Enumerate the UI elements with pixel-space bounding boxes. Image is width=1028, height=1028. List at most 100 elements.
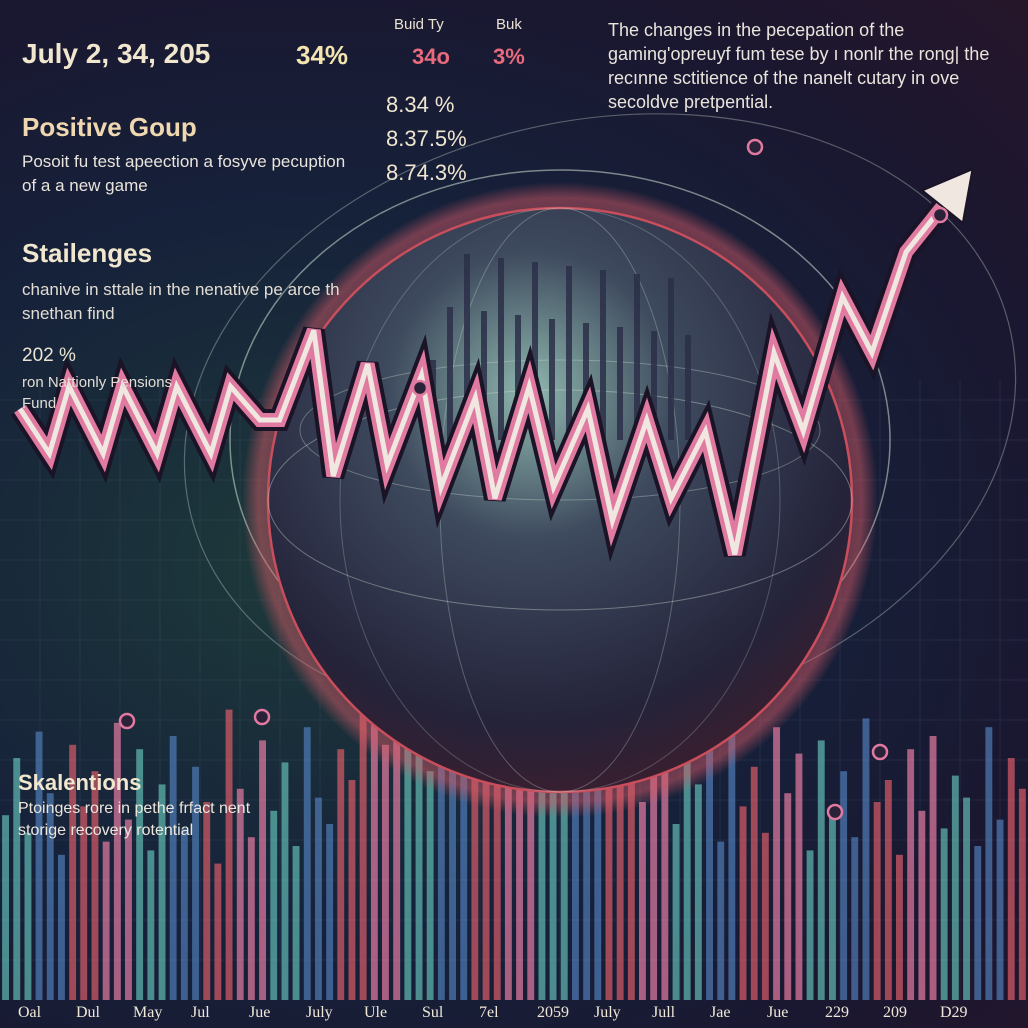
city-spire xyxy=(685,335,691,440)
bar xyxy=(627,722,635,1000)
bar xyxy=(951,775,959,1000)
x-tick-label: Ule xyxy=(364,1004,388,1021)
bar xyxy=(214,863,222,1000)
bar xyxy=(147,850,155,1000)
bar xyxy=(359,683,367,1000)
bar xyxy=(650,687,658,1000)
node-dot xyxy=(118,712,136,730)
bar xyxy=(35,731,43,1000)
bar xyxy=(2,815,9,1000)
positive-stat: 8.34 % xyxy=(386,92,455,117)
x-tick-label: 2059 xyxy=(537,1004,569,1021)
bar xyxy=(963,797,970,1000)
bar xyxy=(259,740,266,1000)
bar xyxy=(817,740,825,1000)
city-spire xyxy=(634,274,640,440)
bar xyxy=(370,626,378,1000)
bar xyxy=(102,841,110,1000)
bar xyxy=(795,753,803,1000)
bar xyxy=(538,652,546,1000)
bar xyxy=(236,788,244,1000)
bar xyxy=(404,718,412,1000)
bar xyxy=(985,727,993,1000)
x-tick-label: D29 xyxy=(940,1004,968,1021)
x-tick-label: July xyxy=(594,1004,621,1021)
bar xyxy=(504,758,512,1000)
bar xyxy=(661,762,669,1000)
bar xyxy=(583,674,591,1000)
city-spire xyxy=(600,270,606,440)
city-spire xyxy=(447,307,453,440)
bar xyxy=(873,802,881,1000)
x-tick-label: Sul xyxy=(422,1004,444,1021)
bar xyxy=(829,815,836,1000)
bar xyxy=(337,749,345,1000)
bar xyxy=(348,780,356,1000)
node-dot xyxy=(871,743,889,761)
bar xyxy=(851,837,859,1000)
bar xyxy=(382,744,389,1000)
challenges-fund: ron Nattionly Pensions Fund xyxy=(22,374,173,412)
bar xyxy=(270,810,278,1000)
trend-line-highlight xyxy=(17,183,962,555)
x-tick-label: Jue xyxy=(249,1004,271,1021)
city-spire xyxy=(481,311,487,440)
bar xyxy=(929,736,937,1000)
bar xyxy=(158,784,166,1000)
bar xyxy=(315,797,322,1000)
bar xyxy=(840,771,848,1000)
bar xyxy=(717,841,725,1000)
bar xyxy=(761,832,769,1000)
bar xyxy=(694,784,702,1000)
x-tick-label: 229 xyxy=(825,1004,849,1021)
bar xyxy=(1007,758,1015,1000)
bar xyxy=(393,599,401,1000)
bar xyxy=(180,828,188,1000)
bar xyxy=(13,758,21,1000)
challenges-description: chanive in sttale in the nenative pe arc… xyxy=(22,280,340,323)
bar xyxy=(292,846,300,1000)
bar xyxy=(125,819,132,1000)
bar xyxy=(303,727,311,1000)
bar xyxy=(594,749,602,1000)
bar xyxy=(1018,788,1026,1000)
bar xyxy=(247,837,255,1000)
x-tick-label: Jue xyxy=(767,1004,789,1021)
city-spire xyxy=(515,315,521,440)
node-dot xyxy=(411,379,429,397)
bar xyxy=(80,806,88,1000)
bar xyxy=(281,762,289,1000)
city-spire xyxy=(532,262,538,440)
bar xyxy=(672,824,680,1000)
bar xyxy=(784,793,792,1000)
bar xyxy=(728,731,736,1000)
bar xyxy=(69,744,77,1000)
bar xyxy=(415,656,423,1000)
bar xyxy=(203,802,211,1000)
city-spire xyxy=(498,258,504,440)
bar xyxy=(493,678,501,1000)
city-spire xyxy=(651,331,657,440)
x-tick-label: May xyxy=(133,1004,163,1021)
node-dot xyxy=(826,803,844,821)
bar xyxy=(113,722,121,1000)
bar xyxy=(58,854,65,1000)
node-dot xyxy=(253,708,271,726)
bar xyxy=(46,793,54,1000)
bar xyxy=(918,810,926,1000)
bar xyxy=(974,846,982,1000)
x-tick-label: July xyxy=(306,1004,333,1021)
bar xyxy=(639,802,646,1000)
bar xyxy=(437,612,445,1000)
bar xyxy=(482,639,490,1000)
bar xyxy=(884,780,892,1000)
bar xyxy=(326,824,334,1000)
positive-title: Positive Goup xyxy=(22,112,197,142)
bar xyxy=(527,709,535,1000)
city-spire xyxy=(549,319,555,440)
x-tick-label: 7el xyxy=(479,1004,499,1021)
bar xyxy=(940,828,948,1000)
top-note: The changes in the pecepation of the gam… xyxy=(608,20,990,112)
column-b-label: Buk xyxy=(496,16,522,33)
